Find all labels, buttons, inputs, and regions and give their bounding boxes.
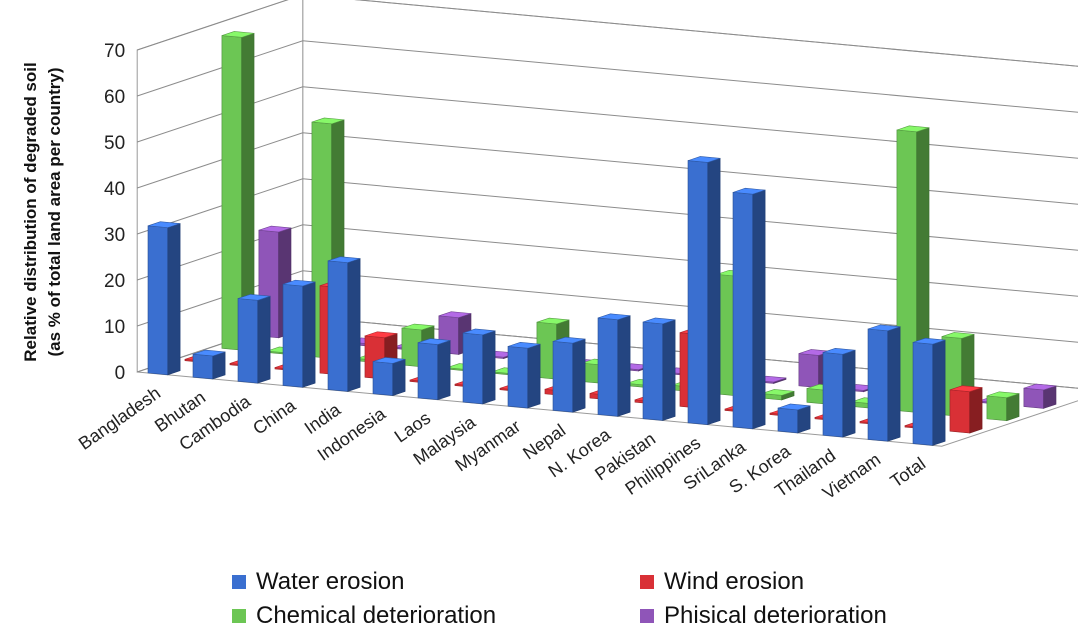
y-axis-title-line1: Relative distribution of degraded soil — [21, 62, 40, 361]
gridline-70 — [137, 0, 1078, 67]
x-tick-label-total: Total — [887, 453, 930, 491]
gridline-50 — [137, 86, 1078, 159]
y-tick-label: 70 — [104, 41, 125, 62]
y-axis-title-line2: (as % of total land area per country) — [45, 67, 64, 356]
gridline-20 — [137, 224, 1078, 297]
bar-water-erosion-indonesia — [372, 357, 406, 396]
gridline-30 — [137, 178, 1078, 251]
bar-water-erosion-srilanka — [732, 187, 766, 430]
legend-item-chemical-deterioration: Chemical deterioration — [232, 600, 496, 632]
gridline-60 — [137, 40, 1078, 113]
bar-water-erosion-s-korea — [777, 403, 811, 434]
gridline-10 — [137, 270, 1078, 343]
bar-chemical-deterioration-philippines — [761, 389, 795, 401]
bar-water-erosion-malaysia — [462, 328, 496, 405]
x-tick-label-china: China — [249, 395, 300, 439]
legend-swatch-wind-erosion — [640, 575, 654, 589]
bar-water-erosion-myanmar — [507, 341, 541, 409]
legend-label-chemical-deterioration: Chemical deterioration — [256, 602, 497, 629]
bar-water-erosion-thailand — [822, 348, 856, 438]
legend-item-water-erosion: Water erosion — [232, 566, 405, 598]
legend-label-wind-erosion: Wind erosion — [664, 568, 805, 595]
y-tick-label: 10 — [104, 317, 125, 338]
legend-label-water-erosion: Water erosion — [256, 568, 405, 595]
legend: Water erosion Wind erosion Chemical dete… — [232, 566, 992, 632]
y-tick-label: 60 — [104, 87, 125, 108]
y-tick-label: 0 — [115, 363, 126, 384]
bars — [147, 31, 1057, 446]
bar-water-erosion-india — [327, 256, 361, 392]
bar-chemical-deterioration-total — [986, 391, 1020, 422]
legend-swatch-chemical-deterioration — [232, 609, 246, 623]
legend-swatch-phisical-deterioration — [640, 609, 654, 623]
bar-water-erosion-cambodia — [237, 294, 271, 384]
bar-water-erosion-nepal — [552, 336, 586, 413]
legend-swatch-water-erosion — [232, 575, 246, 589]
bar-phisical-deterioration-total — [1023, 383, 1057, 409]
bar-water-erosion-bangladesh — [147, 221, 181, 376]
legend-label-phisical-deterioration: Phisical deterioration — [664, 602, 887, 629]
y-tick-label: 20 — [104, 271, 125, 292]
y-axis-ticks: 0 10 20 30 40 50 60 70 — [104, 41, 125, 384]
bar-water-erosion-pakistan — [642, 317, 676, 421]
bar-water-erosion-china — [282, 279, 316, 388]
bar-water-erosion-vietnam — [867, 324, 901, 442]
gridlines — [137, 0, 1078, 389]
bar-water-erosion-laos — [417, 338, 451, 401]
bar-water-erosion-bhutan — [192, 349, 226, 380]
bar-water-erosion-n-korea — [597, 313, 631, 417]
bar-chemical-deterioration-malaysia — [536, 317, 570, 380]
bar-chemical-deterioration-thailand — [896, 125, 930, 413]
gridline-40 — [137, 132, 1078, 205]
y-tick-label: 40 — [104, 179, 125, 200]
legend-item-wind-erosion: Wind erosion — [640, 566, 804, 598]
legend-item-phisical-deterioration: Phisical deterioration — [640, 600, 887, 632]
bar-water-erosion-philippines — [687, 156, 721, 426]
y-tick-label: 30 — [104, 225, 125, 246]
bar-wind-erosion-total — [949, 385, 983, 434]
bar-chemical-deterioration-bangladesh — [221, 31, 255, 351]
x-tick-label-bangladesh: Bangladesh — [75, 383, 164, 454]
bar-water-erosion-total — [912, 337, 946, 446]
y-tick-label: 50 — [104, 133, 125, 154]
